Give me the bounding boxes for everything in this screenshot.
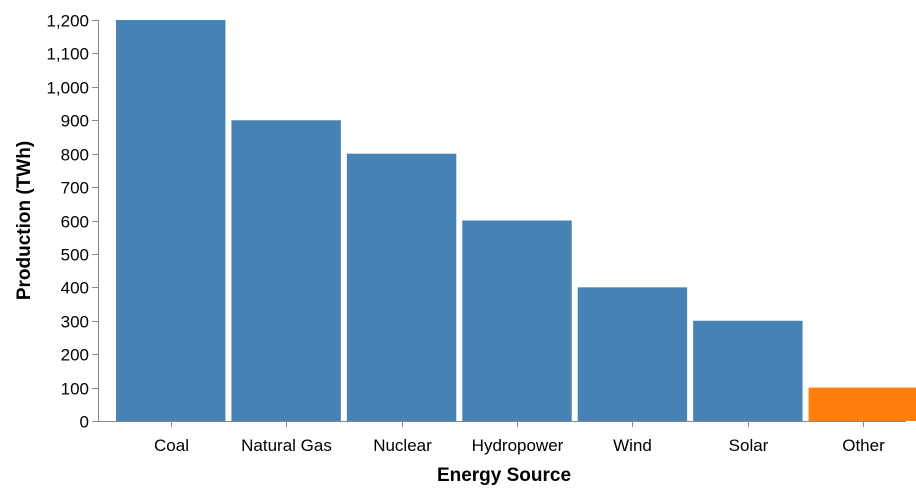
- y-tick-label: 1,200: [46, 12, 89, 31]
- bar-hydropower[interactable]: [462, 220, 572, 422]
- x-axis: Coal Natural Gas Nuclear Hydropower Wind Sola…: [98, 421, 906, 455]
- bar-coal[interactable]: [116, 20, 226, 421]
- bar-wind[interactable]: [577, 287, 688, 421]
- y-tick-label: 200: [61, 346, 89, 365]
- y-tick-label: 900: [61, 112, 89, 131]
- y-tick-label: 600: [61, 213, 89, 232]
- y-tick-label: 1,000: [46, 79, 89, 98]
- x-tick-label: Hydropower: [472, 436, 564, 455]
- x-tick-label: Coal: [154, 436, 189, 455]
- x-axis-title: Energy Source: [437, 465, 571, 486]
- y-axis: 0 100 200 300 400 500 600 700 800 900 1,000 1,100 1,…: [46, 12, 99, 432]
- y-axis-title: Production (TWh): [14, 141, 35, 300]
- y-tick-label: 800: [61, 146, 89, 165]
- bar-other[interactable]: [808, 387, 916, 421]
- x-tick-label: Nuclear: [373, 436, 432, 455]
- bar-solar[interactable]: [693, 320, 803, 421]
- x-tick-label: Solar: [729, 436, 769, 455]
- y-tick-label: 400: [61, 279, 89, 298]
- y-tick-label: 700: [61, 179, 89, 198]
- x-tick-label: Natural Gas: [241, 436, 332, 455]
- y-tick-label: 300: [61, 313, 89, 332]
- bars-layer: [116, 20, 916, 422]
- bar-nuclear[interactable]: [346, 153, 457, 422]
- y-tick-label: 100: [61, 380, 89, 399]
- bar-natural-gas[interactable]: [231, 120, 341, 421]
- y-tick-label: 0: [80, 413, 89, 432]
- y-tick-label: 500: [61, 246, 89, 265]
- y-tick-label: 1,100: [46, 45, 89, 64]
- x-tick-label: Other: [842, 436, 885, 455]
- x-tick-label: Wind: [613, 436, 652, 455]
